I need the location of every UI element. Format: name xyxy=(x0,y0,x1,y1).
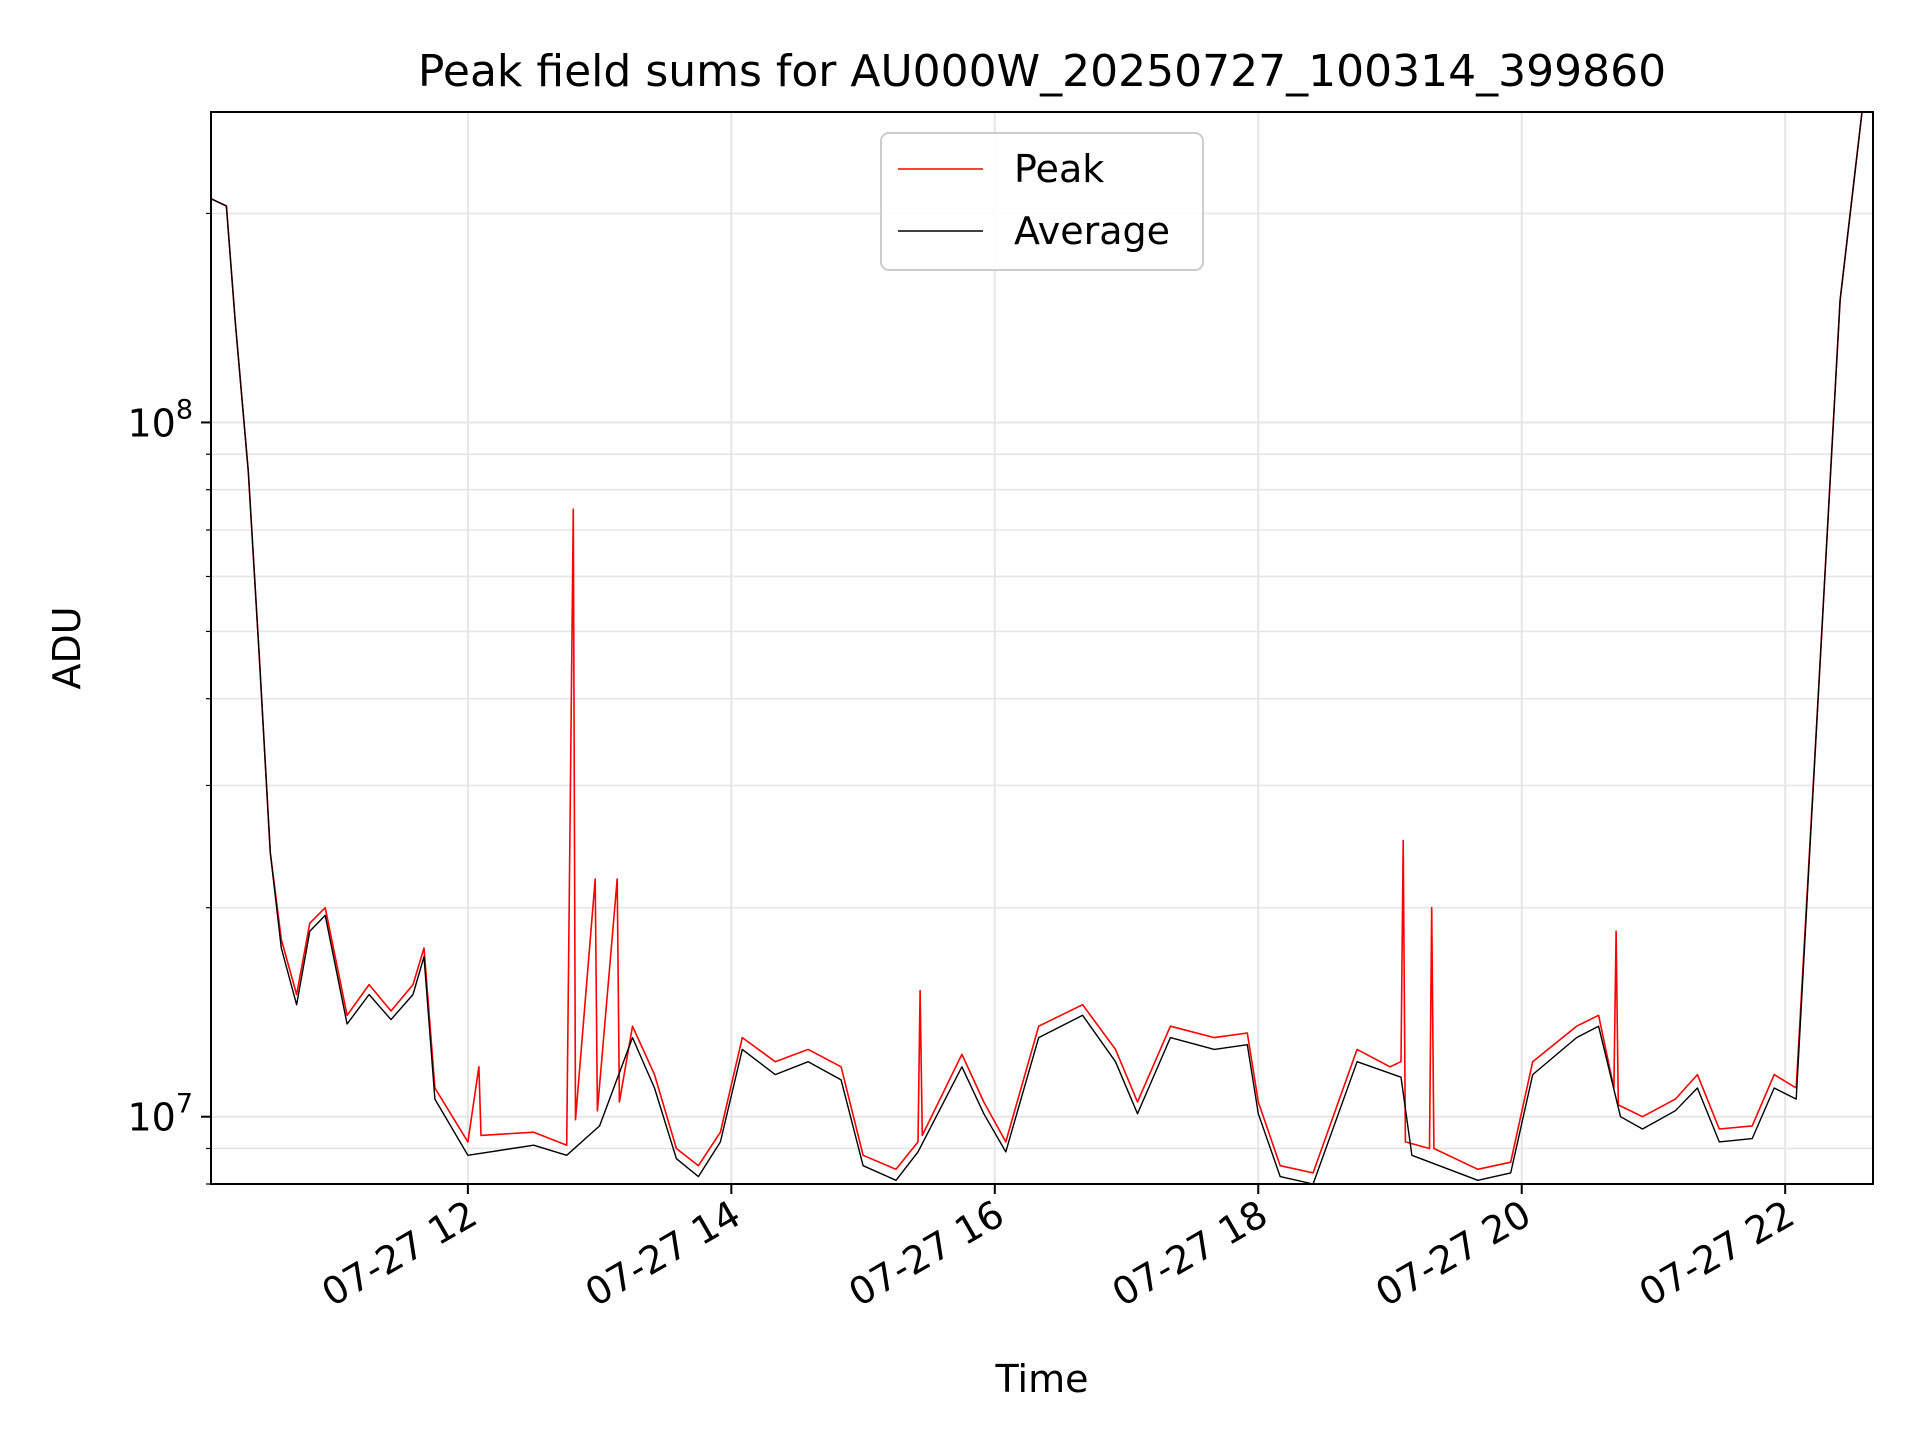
y-tick-label: 107 xyxy=(127,1089,193,1140)
chart-title: Peak field sums for AU000W_20250727_1003… xyxy=(418,46,1666,97)
plot-frame xyxy=(210,111,1874,1185)
x-axis-label: Time xyxy=(995,1357,1089,1401)
grid-lines xyxy=(211,112,1873,1185)
y-tick-exponent: 8 xyxy=(176,394,193,425)
legend-label-average: Average xyxy=(1014,209,1170,253)
y-axis-label: ADU xyxy=(45,606,89,689)
y-tick-base: 10 xyxy=(127,1096,175,1140)
y-tick-label: 108 xyxy=(127,394,193,445)
series-line-average xyxy=(210,111,1863,1185)
plot-background xyxy=(211,112,1873,1184)
y-tick-exponent: 7 xyxy=(176,1089,193,1120)
series-line-peak xyxy=(210,111,1863,1174)
series-lines xyxy=(210,111,1863,1185)
y-tick-base: 10 xyxy=(127,401,175,445)
legend: Peak Average xyxy=(880,132,1204,271)
legend-box xyxy=(880,132,1204,271)
legend-label-peak: Peak xyxy=(1014,147,1104,191)
plot-area xyxy=(210,111,1874,1185)
